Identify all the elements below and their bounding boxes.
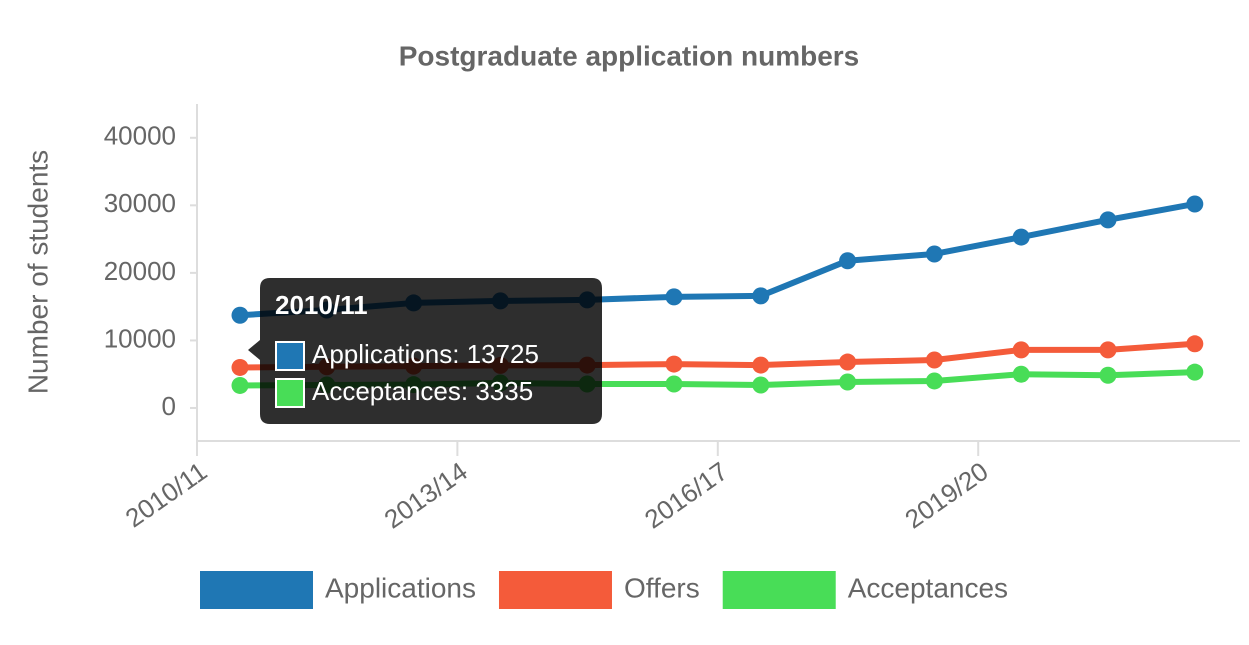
tooltip: 2010/11 Applications: 13725 Acceptances: 3…: [248, 278, 602, 424]
tooltip-box: [248, 278, 602, 424]
legend-swatch: [200, 571, 313, 609]
y-tick-label: 0: [162, 391, 176, 421]
data-point: [231, 376, 249, 394]
x-tick-label: 2019/20: [899, 456, 993, 534]
x-tick-label: 2010/11: [120, 456, 213, 533]
data-point: [1099, 341, 1117, 359]
y-tick-label: 10000: [104, 323, 176, 353]
y-tick-label: 20000: [104, 256, 176, 286]
data-point: [1012, 341, 1030, 359]
data-point: [1099, 211, 1117, 229]
data-point: [1186, 195, 1204, 213]
data-point: [1012, 365, 1030, 383]
data-point: [665, 355, 683, 373]
y-tick-label: 40000: [104, 121, 176, 151]
tooltip-line: Acceptances: 3335: [312, 376, 533, 406]
data-point: [752, 356, 770, 374]
data-point: [1099, 366, 1117, 384]
data-point: [1012, 228, 1030, 246]
chart-title: Postgraduate application numbers: [399, 40, 860, 71]
data-point: [752, 376, 770, 394]
data-point: [839, 252, 857, 270]
y-axis-title: Number of students: [22, 150, 53, 394]
data-point: [231, 358, 249, 376]
data-point: [925, 351, 943, 369]
data-point: [839, 353, 857, 371]
y-tick-label: 30000: [104, 188, 176, 218]
legend-swatch: [722, 571, 836, 609]
data-point: [231, 306, 249, 324]
data-point: [839, 373, 857, 391]
tooltip-swatch: [275, 341, 305, 371]
tooltip-line: Applications: 13725: [312, 339, 539, 369]
legend-label: Applications: [325, 572, 476, 603]
legend-label: Acceptances: [848, 572, 1008, 603]
tooltip-swatch: [275, 378, 305, 408]
legend-label: Offers: [624, 572, 700, 603]
tooltip-title: 2010/11: [275, 290, 368, 320]
legend-swatch: [498, 571, 612, 609]
data-point: [1186, 363, 1204, 381]
data-point: [1186, 335, 1204, 353]
data-point: [665, 288, 683, 306]
x-tick-label: 2016/17: [639, 456, 733, 534]
data-point: [752, 287, 770, 305]
x-tick-label: 2013/14: [379, 456, 473, 534]
data-point: [925, 372, 943, 390]
data-point: [925, 245, 943, 263]
data-point: [665, 375, 683, 393]
